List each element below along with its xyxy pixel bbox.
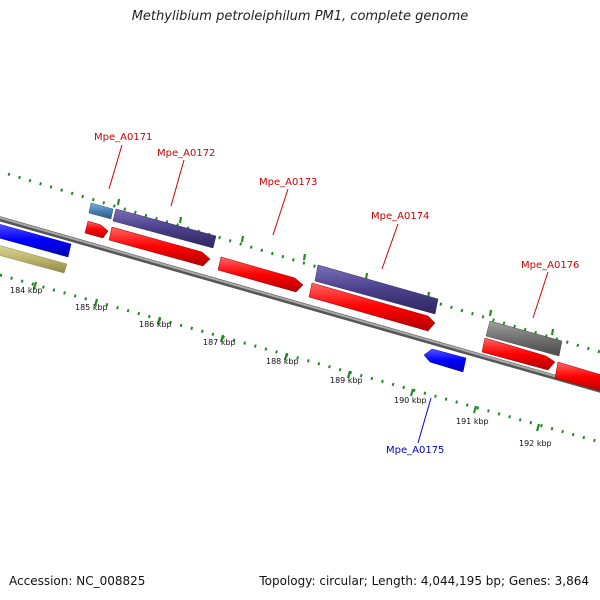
cds-arrow-reverse[interactable] bbox=[0, 223, 72, 258]
gene-label-Mpe_A0175[interactable]: Mpe_A0175 bbox=[386, 445, 444, 456]
gene-feature-steelblue[interactable] bbox=[88, 202, 114, 220]
outer-scale-ring bbox=[7, 172, 600, 354]
gene-feature-purple[interactable] bbox=[112, 208, 217, 249]
cds-arrow-reverse[interactable] bbox=[423, 348, 467, 373]
scale-label-187kbp: 187 kbp bbox=[203, 338, 236, 347]
inner-scale-major-ticks bbox=[32, 281, 541, 432]
page-title: Methylibium petroleiphilum PM1, complete… bbox=[131, 9, 469, 24]
accession-footer: Accession: NC_008825 bbox=[9, 574, 145, 588]
topology-footer: Topology: circular; Length: 4,044,195 bp… bbox=[259, 574, 589, 588]
scale-label-192kbp: 192 kbp bbox=[519, 439, 552, 448]
accession-label: Accession: bbox=[9, 574, 73, 588]
gene-feature-purple[interactable] bbox=[314, 264, 439, 315]
cds-arrow[interactable] bbox=[108, 226, 211, 267]
gene-label-Mpe_A0174[interactable]: Mpe_A0174 bbox=[371, 211, 429, 222]
gene-label-Mpe_A0176[interactable]: Mpe_A0176 bbox=[521, 260, 579, 271]
scale-label-190kbp: 190 kbp bbox=[394, 396, 427, 405]
cds-arrow[interactable] bbox=[84, 220, 109, 239]
cds-arrow[interactable] bbox=[481, 337, 556, 371]
scale-label-188kbp: 188 kbp bbox=[266, 357, 299, 366]
accession-value: NC_008825 bbox=[76, 574, 146, 588]
gene-label-Mpe_A0171[interactable]: Mpe_A0171 bbox=[94, 132, 152, 143]
cds-arrow[interactable] bbox=[308, 282, 436, 332]
scale-label-184kbp: 184 kbp bbox=[10, 286, 43, 295]
gene-label-Mpe_A0172[interactable]: Mpe_A0172 bbox=[157, 148, 215, 159]
scale-label-185kbp: 185 kbp bbox=[75, 303, 108, 312]
cds-arrow[interactable] bbox=[554, 361, 600, 392]
scale-label-189kbp: 189 kbp bbox=[330, 376, 363, 385]
genome-backbone bbox=[0, 216, 600, 393]
gene-feature-gray[interactable] bbox=[485, 320, 563, 357]
gene-feature-khaki[interactable] bbox=[0, 244, 68, 274]
scale-label-186kbp: 186 kbp bbox=[139, 320, 172, 329]
gene-label-Mpe_A0173[interactable]: Mpe_A0173 bbox=[259, 177, 317, 188]
scale-label-191kbp: 191 kbp bbox=[456, 417, 489, 426]
cds-arrow[interactable] bbox=[217, 256, 304, 293]
gene-label-leaders bbox=[108, 144, 549, 444]
